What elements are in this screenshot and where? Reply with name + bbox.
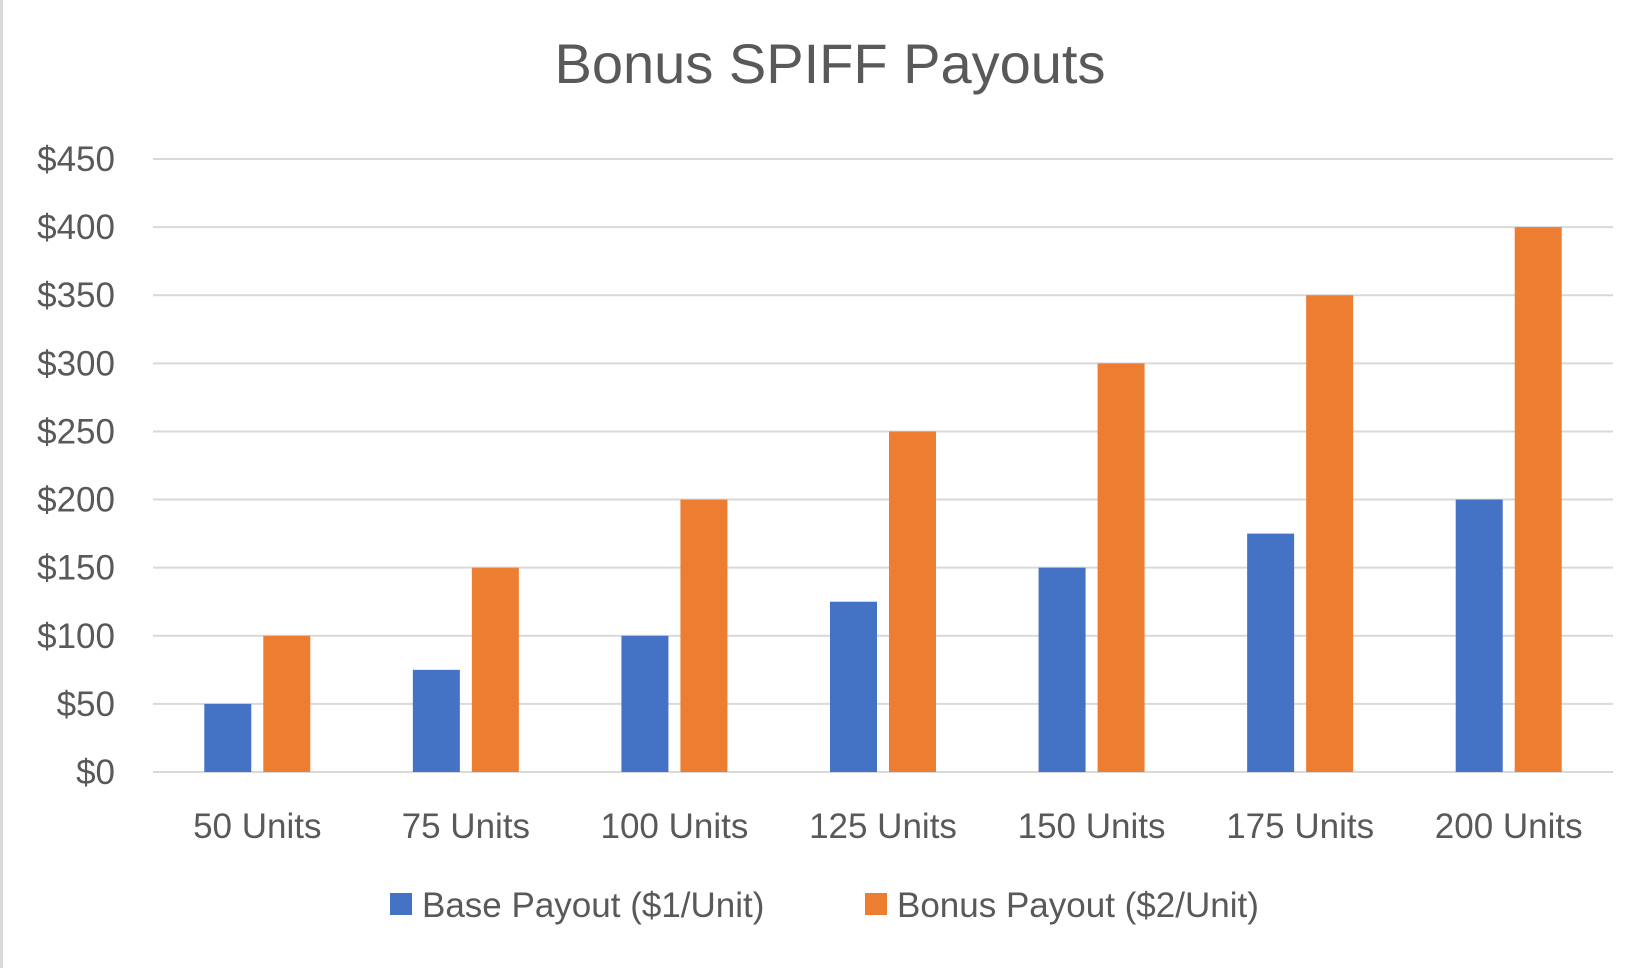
- y-tick-label: $300: [37, 344, 115, 383]
- x-axis-tick-labels: 50 Units 75 Units 100 Units 125 Units 150 Un…: [193, 807, 1583, 846]
- y-tick-label: $100: [37, 617, 115, 656]
- y-tick-label: $250: [37, 412, 115, 451]
- y-tick-label: $400: [37, 208, 115, 247]
- bar-base: [1038, 567, 1086, 772]
- bar-bonus: [263, 635, 311, 772]
- bar-bonus: [680, 499, 728, 772]
- legend-swatch: [865, 893, 887, 915]
- x-tick-label: 100 Units: [600, 807, 748, 846]
- x-tick-label: 50 Units: [193, 807, 321, 846]
- bars: [204, 227, 1562, 773]
- y-tick-label: $50: [57, 685, 115, 724]
- x-tick-label: 150 Units: [1018, 807, 1166, 846]
- legend-label: Base Payout ($1/Unit): [422, 886, 764, 925]
- bar-bonus: [889, 431, 936, 772]
- x-tick-label: 75 Units: [402, 807, 530, 846]
- chart-title: Bonus SPIFF Payouts: [555, 32, 1106, 95]
- left-border: [0, 0, 3, 968]
- bar-bonus: [1097, 363, 1145, 772]
- y-tick-label: $0: [76, 753, 115, 792]
- bar-base: [204, 703, 252, 772]
- y-tick-label: $150: [37, 549, 115, 588]
- bar-base: [830, 601, 877, 772]
- y-axis-tick-labels: $0 $50 $100 $150 $200 $250 $300 $350 $400 $450: [37, 140, 115, 792]
- y-tick-label: $350: [37, 276, 115, 315]
- gridlines: [153, 158, 1613, 773]
- legend: Base Payout ($1/Unit) Bonus Payout ($2/Un…: [390, 886, 1259, 925]
- bar-bonus: [1514, 227, 1562, 773]
- bar-bonus: [471, 567, 519, 772]
- x-tick-label: 175 Units: [1226, 807, 1374, 846]
- y-tick-label: $200: [37, 481, 115, 520]
- legend-swatch: [390, 893, 412, 915]
- legend-label: Bonus Payout ($2/Unit): [897, 886, 1259, 925]
- bar-base: [1247, 533, 1295, 772]
- bar-base: [621, 635, 669, 772]
- bar-base: [1455, 499, 1503, 772]
- bar-base: [412, 669, 460, 772]
- x-tick-label: 125 Units: [809, 807, 957, 846]
- y-tick-label: $450: [37, 140, 115, 179]
- x-tick-label: 200 Units: [1435, 807, 1583, 846]
- bar-bonus: [1306, 295, 1354, 772]
